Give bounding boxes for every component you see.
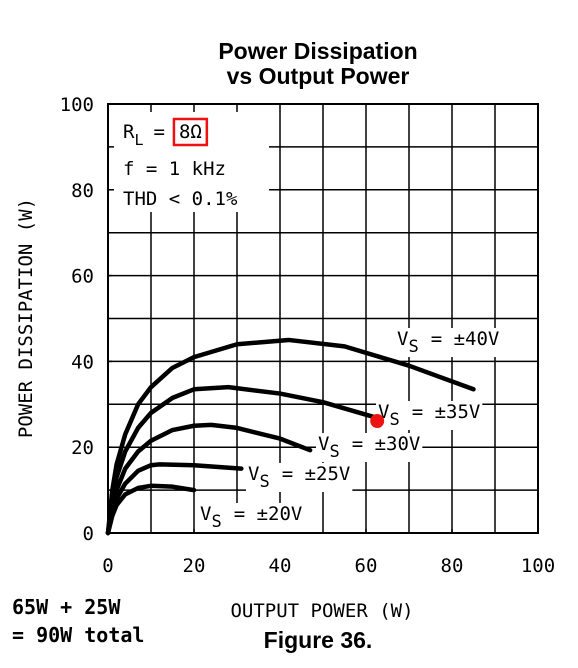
condition-part: S bbox=[329, 442, 339, 462]
y-tick-label: 80 bbox=[71, 180, 94, 202]
series-label: VS = ±35V bbox=[378, 401, 480, 430]
x-tick-label: 40 bbox=[269, 555, 292, 577]
series-line bbox=[105, 483, 197, 536]
x-tick-label: 0 bbox=[102, 555, 113, 577]
condition-part: S bbox=[259, 472, 269, 492]
y-axis-label: POWER DISSIPATION (W) bbox=[15, 198, 37, 438]
series-line bbox=[105, 337, 476, 536]
condition-part: V bbox=[318, 433, 329, 455]
series-line bbox=[105, 422, 313, 536]
condition-part: V bbox=[378, 401, 389, 423]
x-tick-label: 100 bbox=[521, 555, 555, 577]
condition: RL = 8Ω bbox=[123, 121, 202, 149]
condition-part: S bbox=[211, 512, 221, 532]
condition-part: 8Ω bbox=[179, 121, 202, 143]
label-background bbox=[198, 503, 305, 532]
highlight-point bbox=[370, 414, 385, 429]
condition: f = 1 kHz bbox=[123, 158, 226, 180]
caption: Figure 36. bbox=[264, 627, 373, 653]
label-background bbox=[316, 433, 423, 462]
x-tick-label: 20 bbox=[183, 555, 206, 577]
series-label: VS = ±25V bbox=[248, 463, 350, 492]
condition-part: = ±35V bbox=[412, 401, 481, 423]
y-tick-label: 40 bbox=[71, 351, 94, 373]
condition-part: = ±40V bbox=[431, 328, 500, 350]
y-tick-label: 60 bbox=[71, 266, 94, 288]
label-background bbox=[395, 328, 502, 357]
series-label: VS = ±40V bbox=[397, 328, 499, 357]
series-line bbox=[105, 384, 377, 536]
chart-title: vs Output Power bbox=[227, 63, 410, 89]
highlight-box bbox=[172, 117, 209, 147]
x-tick-label: 60 bbox=[355, 555, 378, 577]
x-tick-label: 80 bbox=[441, 555, 464, 577]
label-background bbox=[376, 401, 483, 430]
condition-part: V bbox=[397, 328, 408, 350]
label-background bbox=[246, 463, 353, 492]
condition-part: V bbox=[200, 503, 211, 525]
condition-part: = ±25V bbox=[282, 463, 351, 485]
plot-frame bbox=[107, 103, 539, 534]
x-axis-label: OUTPUT POWER (W) bbox=[230, 600, 413, 622]
condition-part: = ±30V bbox=[352, 433, 421, 455]
chart-title: Power Dissipation bbox=[218, 38, 417, 64]
condition: THD < 0.1% bbox=[123, 188, 238, 210]
note: 65W + 25W bbox=[12, 595, 121, 619]
condition-part: = ±20V bbox=[234, 503, 303, 525]
note: = 90W total bbox=[12, 623, 144, 647]
series-label: VS = ±30V bbox=[318, 433, 420, 462]
condition-part: S bbox=[389, 410, 399, 430]
condition-part: = bbox=[153, 121, 164, 143]
series-label: VS = ±20V bbox=[200, 503, 302, 532]
condition-part: S bbox=[408, 337, 418, 357]
y-tick-label: 0 bbox=[83, 523, 94, 545]
condition-part: R bbox=[123, 121, 135, 143]
y-tick-label: 100 bbox=[60, 94, 94, 116]
condition-part: V bbox=[248, 463, 259, 485]
condition-part: L bbox=[134, 131, 143, 149]
legend-background bbox=[114, 112, 269, 212]
y-tick-label: 20 bbox=[71, 437, 94, 459]
